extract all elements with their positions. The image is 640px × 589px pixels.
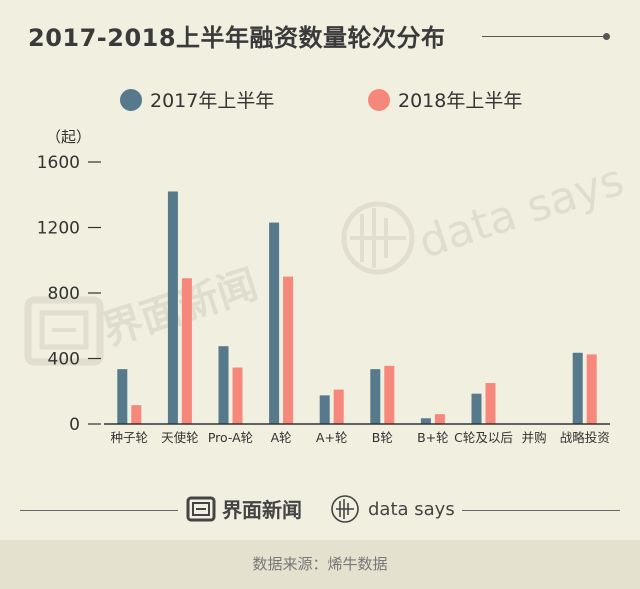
page-title: 2017-2018上半年融资数量轮次分布 (28, 24, 446, 52)
bar-2017 (218, 346, 229, 424)
legend-swatch-2018 (368, 88, 390, 111)
y-tick-label: 1600 (37, 153, 80, 173)
watermark-brand-cn: 界面新闻 (97, 261, 263, 354)
x-tick-label: B轮 (372, 430, 393, 445)
x-tick-label: 并购 (522, 430, 547, 445)
x-tick-label: A轮 (271, 430, 292, 445)
bar-2018 (586, 354, 597, 424)
legend-label-2017: 2017年上半年 (150, 90, 275, 112)
footer-brand-cn: 界面新闻 (222, 498, 302, 522)
bar-2017 (117, 369, 128, 424)
bar-2018 (333, 389, 344, 424)
watermark-logo (24, 201, 415, 366)
bar-2018 (232, 367, 243, 424)
legend-item-2018: 2018年上半年 (368, 86, 522, 113)
y-tick-label: 1200 (37, 219, 80, 239)
bar-2018 (434, 414, 445, 424)
data-source: 数据来源：烯牛数据 (252, 555, 388, 573)
x-tick-label: B+轮 (417, 430, 449, 445)
y-tick-label: 400 (48, 350, 80, 370)
bar-2018 (384, 365, 395, 424)
bar-2017 (420, 418, 431, 424)
bar-2018 (485, 383, 496, 424)
bar-2017 (319, 395, 330, 424)
bar-2018 (181, 278, 192, 424)
datasays-logo-icon (331, 495, 359, 523)
x-tick-label: C轮及以后 (454, 430, 513, 445)
x-tick-label: 天使轮 (161, 430, 199, 445)
bar-2017 (167, 191, 178, 424)
footer-rule-right (462, 510, 620, 511)
x-tick-label: A+轮 (316, 430, 348, 445)
jiemian-logo-icon (186, 496, 216, 521)
footer-brand-en: data says (368, 498, 455, 520)
title-rule (482, 36, 606, 37)
bar-2017 (471, 393, 482, 424)
legend-swatch-2017 (120, 88, 142, 111)
bar-2017 (269, 222, 280, 424)
footer-brand-jiemian: 界面新闻 (186, 494, 302, 523)
bar-2018 (131, 405, 142, 424)
legend-label-2018: 2018年上半年 (398, 90, 523, 112)
x-tick-label: 种子轮 (111, 430, 149, 445)
legend-item-2017: 2017年上半年 (120, 86, 274, 113)
footer-brand-datasays: data says (330, 494, 455, 524)
bar-2018 (283, 276, 294, 424)
x-tick-label: 战略投资 (560, 430, 610, 445)
x-axis: 种子轮 天使轮 Pro-A轮 A轮 A+轮 B轮 B+轮 C轮及以后 并购 战略投资 (104, 423, 610, 445)
title-dot (603, 33, 610, 40)
x-tick-label: Pro-A轮 (208, 430, 253, 445)
y-axis-unit-label: （起） (46, 128, 91, 146)
bar-chart: 界面新闻 data says （起） 0 400 800 1200 1600 种子轮 天使… (24, 128, 630, 445)
source-band (0, 540, 640, 589)
y-tick-label: 800 (48, 284, 80, 304)
y-tick-label: 0 (69, 415, 80, 435)
footer-rule-left (20, 510, 178, 511)
y-axis: 0 400 800 1200 1600 (37, 153, 101, 435)
bars (117, 191, 597, 424)
bar-2017 (572, 352, 583, 424)
bar-2017 (370, 369, 381, 424)
watermark-brand-en: data says (413, 154, 630, 268)
